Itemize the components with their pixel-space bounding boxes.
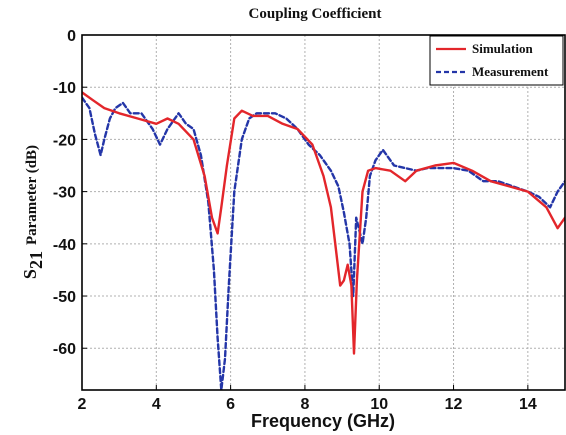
- y-tick-label: -20: [53, 132, 76, 149]
- y-axis-label-rest: Parameter (dB): [24, 145, 40, 245]
- x-tick-label: 2: [78, 396, 87, 413]
- x-tick-labels: 2 4 6 8 10 12 14: [78, 385, 537, 413]
- y-axis-label: S21 Parameter (dB): [20, 145, 46, 279]
- chart-title: Coupling Coefficient: [249, 6, 382, 22]
- x-tick-label: 14: [519, 396, 537, 413]
- series-line-measurement: [82, 96, 565, 390]
- y-tick-label: -40: [53, 237, 76, 254]
- x-axis-label: Frequency (GHz): [251, 411, 395, 431]
- y-tick-labels: 0 -10 -20 -30 -40 -50 -60: [53, 28, 87, 358]
- y-axis-label-subscript: 21: [26, 251, 46, 269]
- legend-label-simulation: Simulation: [472, 41, 533, 56]
- x-tick-label: 6: [226, 396, 235, 413]
- legend-label-measurement: Measurement: [472, 64, 549, 79]
- x-tick-label: 4: [152, 396, 161, 413]
- x-tick-label: 12: [445, 396, 463, 413]
- series-layer: [82, 91, 565, 390]
- y-tick-label: -30: [53, 185, 76, 202]
- plot-area: [82, 35, 565, 390]
- y-axis-label-s: S: [20, 269, 40, 279]
- legend-box: [429, 35, 564, 86]
- grid-lines: [81, 34, 565, 390]
- y-tick-label: -10: [53, 80, 76, 97]
- y-tick-label: 0: [67, 28, 76, 45]
- x-tick-label: 10: [370, 396, 388, 413]
- y-tick-label: -50: [53, 289, 76, 306]
- series-line-simulation: [82, 91, 565, 355]
- plot-frame: [81, 34, 566, 391]
- y-tick-label: -60: [53, 341, 76, 358]
- x-tick-label: 8: [300, 396, 309, 413]
- legend: Simulation Measurement: [429, 35, 564, 86]
